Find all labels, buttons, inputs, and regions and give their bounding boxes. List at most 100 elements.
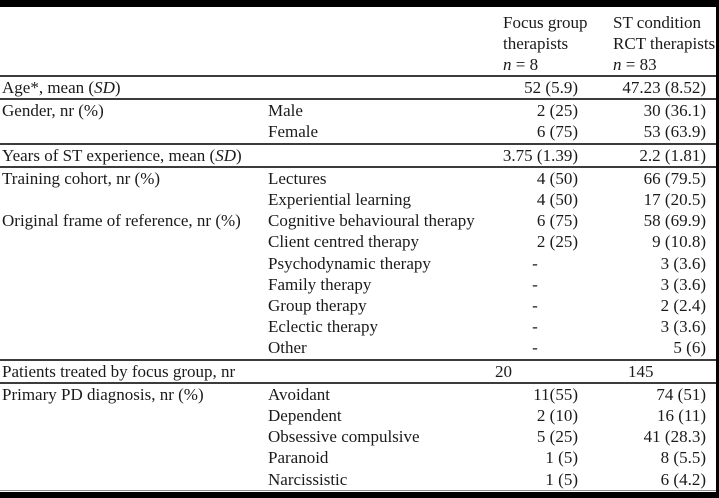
table-row: Narcissistic 1 (5) 6 (4.2): [0, 469, 719, 490]
header-line: Focus group: [503, 13, 588, 32]
row-label-cell: Age*, mean (SD): [0, 76, 268, 101]
st-condition-value-cell: 8 (5.5): [660, 448, 706, 468]
row-sublabel-cell: Paranoid: [268, 448, 329, 468]
table-row: Primary PD diagnosis, nr (%) Avoidant 11(5…: [0, 383, 719, 405]
st-condition-value-cell: 9 (10.8): [652, 232, 706, 252]
st-condition-value-cell: 2.2 (1.81): [590, 143, 719, 168]
focus-group-value-cell: -: [532, 274, 538, 294]
right-edge-rule: [716, 0, 719, 496]
header-line-n: n = 8: [503, 55, 539, 74]
focus-group-value-cell: 2 (25): [536, 232, 578, 252]
header-cell-empty-1: [0, 7, 268, 77]
header-line-n: n = 83: [613, 55, 657, 74]
row-label-cell: [0, 426, 268, 447]
table-row: Eclectic therapy - 3 (3.6): [0, 316, 719, 337]
row-label-cell: [0, 189, 268, 210]
column-header-focus-group: Focus group therapists n = 8: [480, 7, 590, 77]
row-sublabel-cell: Male: [268, 101, 303, 121]
row-label-cell: [0, 447, 268, 468]
row-label-cell: Training cohort, nr (%): [2, 168, 161, 188]
row-label-cell: [0, 274, 268, 295]
st-condition-value-cell: 30 (36.1): [643, 101, 706, 121]
table-row: Obsessive compulsive 5 (25) 41 (28.3): [0, 426, 719, 447]
bottom-rule-thick-line: [0, 491, 719, 498]
header-line: RCT therapists: [613, 34, 716, 53]
st-condition-value-cell: 145: [590, 359, 719, 384]
table-row: Experiential learning 4 (50) 17 (20.5): [0, 189, 719, 210]
st-condition-value-cell: 3 (3.6): [660, 253, 706, 273]
row-label-cell: [0, 121, 268, 145]
row-sublabel-cell: Group therapy: [268, 296, 367, 316]
row-sublabel-cell: Eclectic therapy: [268, 317, 378, 337]
focus-group-value-cell: -: [532, 253, 538, 273]
row-label-cell: Gender, nr (%): [2, 101, 104, 121]
header-line: therapists: [503, 34, 569, 53]
row-sublabel-cell: Obsessive compulsive: [268, 427, 420, 447]
focus-group-value-cell: 6 (75): [536, 211, 578, 231]
row-label-cell: [0, 231, 268, 252]
focus-group-value-cell: 5 (25): [536, 427, 578, 447]
row-sublabel-cell: Avoidant: [268, 384, 331, 404]
top-rule: [0, 0, 719, 7]
st-condition-value-cell: 58 (69.9): [643, 211, 706, 231]
row-label-cell: Patients treated by focus group, nr: [0, 359, 268, 384]
row-sublabel-cell: Narcissistic: [268, 469, 348, 489]
header-cell-empty-2: [268, 7, 480, 77]
table-row: Group therapy - 2 (2.4): [0, 295, 719, 316]
focus-group-value-cell: -: [532, 296, 538, 316]
st-condition-value-cell: 2 (2.4): [660, 296, 706, 316]
st-condition-value-cell: 41 (28.3): [643, 427, 706, 447]
row-label-cell: [0, 337, 268, 361]
therapist-characteristics-table: Focus group therapists n = 8 ST conditio…: [0, 7, 719, 490]
row-sublabel-cell: Client centred therapy: [268, 232, 420, 252]
row-sublabel-cell: Experiential learning: [268, 190, 412, 210]
row-sublabel-cell: [268, 143, 480, 168]
focus-group-value-cell: 20: [480, 359, 590, 384]
table-header: Focus group therapists n = 8 ST conditio…: [0, 7, 719, 77]
focus-group-value-cell: -: [480, 337, 590, 361]
table-row: Psychodynamic therapy - 3 (3.6): [0, 253, 719, 274]
focus-group-value-cell: 1 (5): [545, 469, 578, 489]
row-label-cell: Years of ST experience, mean (SD): [0, 143, 268, 168]
header-row: Focus group therapists n = 8 ST conditio…: [0, 7, 719, 77]
st-condition-value-cell: 5 (6): [590, 337, 719, 361]
table-row: Female 6 (75) 53 (63.9): [0, 121, 719, 145]
table-row: Paranoid 1 (5) 8 (5.5): [0, 447, 719, 468]
st-condition-value-cell: 17 (20.5): [643, 190, 706, 210]
row-sublabel-cell: [268, 359, 480, 384]
bottom-rule-thin-line: [0, 489, 719, 491]
focus-group-value-cell: 6 (75): [480, 121, 590, 145]
row-label-cell: [0, 253, 268, 274]
focus-group-value-cell: -: [532, 317, 538, 337]
table-row: Age*, mean (SD) 52 (5.9) 47.23 (8.52): [0, 76, 719, 101]
st-condition-value-cell: 74 (51): [656, 384, 706, 404]
focus-group-value-cell: 2 (25): [536, 101, 578, 121]
row-label-cell: Primary PD diagnosis, nr (%): [2, 384, 204, 404]
row-sublabel-cell: Cognitive behavioural therapy: [268, 211, 475, 231]
bottom-rule: [0, 489, 719, 498]
row-label-cell: [0, 405, 268, 426]
row-sublabel-cell: Family therapy: [268, 274, 372, 294]
focus-group-value-cell: 11(55): [533, 384, 578, 404]
table-row: Gender, nr (%) Male 2 (25) 30 (36.1): [0, 99, 719, 121]
st-condition-value-cell: 6 (4.2): [660, 469, 706, 489]
row-label-cell: [0, 295, 268, 316]
focus-group-value-cell: 4 (50): [536, 190, 578, 210]
st-condition-value-cell: 66 (79.5): [643, 168, 706, 188]
table-row: Years of ST experience, mean (SD) 3.75 (1…: [0, 143, 719, 168]
row-sublabel-cell: Dependent: [268, 406, 342, 426]
focus-group-value-cell: 4 (50): [536, 168, 578, 188]
st-condition-value-cell: 3 (3.6): [660, 317, 706, 337]
table-row: Dependent 2 (10) 16 (11): [0, 405, 719, 426]
header-line: ST condition: [613, 13, 701, 32]
row-sublabel-cell: Other: [268, 337, 480, 361]
table-row: Client centred therapy 2 (25) 9 (10.8): [0, 231, 719, 252]
table-row: Other -5 (6): [0, 337, 719, 361]
column-header-st-condition: ST condition RCT therapists n = 83: [590, 7, 719, 77]
table-row: Patients treated by focus group, nr 20 145: [0, 359, 719, 384]
focus-group-value-cell: 52 (5.9): [480, 76, 590, 101]
row-label-cell: [0, 316, 268, 337]
st-condition-value-cell: 53 (63.9): [590, 121, 719, 145]
st-condition-value-cell: 16 (11): [657, 406, 706, 426]
